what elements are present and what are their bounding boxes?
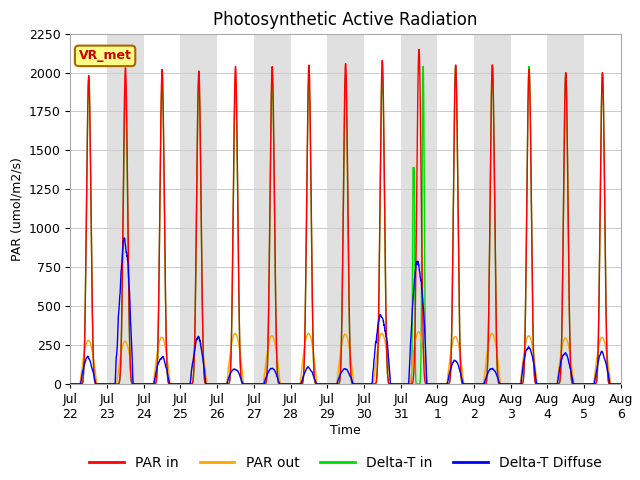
Delta-T Diffuse [121,235,129,241]
Bar [107,34,144,384]
Delta-T in [67,381,74,387]
Delta-T in [506,381,513,387]
PAR in [568,381,576,386]
Delta-T Diffuse [617,381,625,387]
PAR in [374,365,381,371]
Delta-T Diffuse [584,381,591,387]
PAR in [617,381,625,387]
PAR out [220,381,228,387]
Delta-T in [617,381,625,387]
PAR out [415,329,422,335]
Delta-T Diffuse [506,381,513,387]
Delta-T Diffuse [568,376,576,382]
PAR out [374,348,381,354]
PAR out [362,381,369,387]
PAR in [67,381,74,387]
Delta-T Diffuse [362,381,369,387]
Delta-T in [584,381,591,387]
Bar [327,34,364,384]
Bar [180,34,217,384]
PAR in [362,381,369,387]
Delta-T Diffuse [67,381,74,387]
X-axis label: Time: Time [330,424,361,437]
Y-axis label: PAR (umol/m2/s): PAR (umol/m2/s) [10,157,23,261]
Delta-T in [568,381,576,386]
Line: Delta-T Diffuse: Delta-T Diffuse [70,238,621,384]
Delta-T Diffuse [220,381,228,387]
Delta-T in [419,63,427,69]
PAR in [506,381,513,387]
Delta-T in [374,366,381,372]
PAR out [67,381,74,387]
PAR in [584,381,591,387]
PAR out [584,381,591,387]
Legend: PAR in, PAR out, Delta-T in, Delta-T Diffuse: PAR in, PAR out, Delta-T in, Delta-T Dif… [84,450,607,475]
Bar [254,34,291,384]
Bar [474,34,511,384]
Bar [401,34,437,384]
Delta-T Diffuse [374,324,381,329]
Text: VR_met: VR_met [79,49,132,62]
Bar [621,34,640,384]
PAR in [220,381,228,387]
Delta-T in [220,381,228,387]
PAR out [568,369,576,374]
Line: PAR out: PAR out [70,332,621,384]
PAR out [617,381,625,387]
Delta-T in [362,381,369,387]
Line: Delta-T in: Delta-T in [70,66,621,384]
Line: PAR in: PAR in [70,49,621,384]
PAR in [415,47,423,52]
Bar [547,34,584,384]
Title: Photosynthetic Active Radiation: Photosynthetic Active Radiation [213,11,478,29]
PAR out [506,381,513,387]
